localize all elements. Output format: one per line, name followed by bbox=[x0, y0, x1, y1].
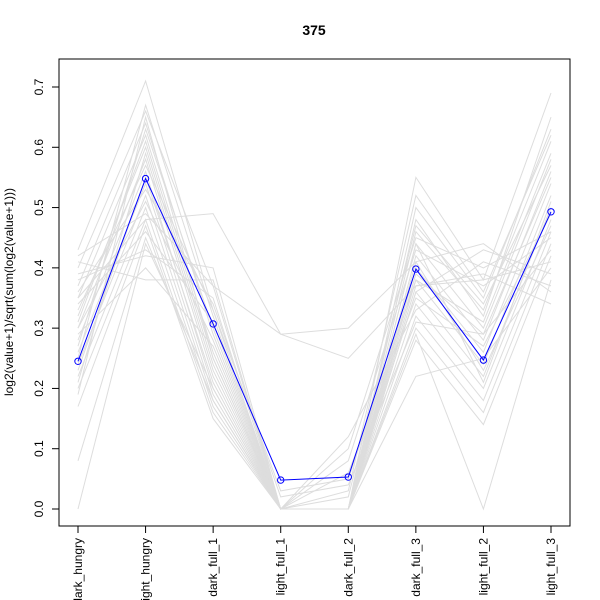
background-series-group bbox=[77, 79, 552, 511]
y-tick-label: 0.7 bbox=[32, 78, 46, 95]
data-point bbox=[141, 174, 150, 183]
y-axis-label: log2(value+1)/sqrt(sum(log2(value+1))) bbox=[2, 188, 16, 396]
background-series-line bbox=[77, 139, 552, 510]
background-series-line bbox=[77, 213, 552, 335]
y-tick-label: 0.5 bbox=[32, 199, 46, 216]
x-tick-label: dark_full_1 bbox=[206, 538, 220, 597]
y-tick-label: 0.4 bbox=[32, 259, 46, 276]
plot-area bbox=[74, 79, 555, 511]
background-series-line bbox=[77, 249, 552, 510]
highlight-series-group bbox=[74, 174, 555, 484]
x-tick-label: light_full_1 bbox=[274, 538, 288, 596]
data-point bbox=[74, 357, 82, 365]
x-tick-label: light_full_3 bbox=[544, 538, 558, 596]
y-tick-label: 0.0 bbox=[32, 500, 46, 517]
background-series-line bbox=[77, 177, 552, 498]
y-tick-label: 0.2 bbox=[32, 380, 46, 397]
x-tick-label: dark_full_2 bbox=[341, 538, 355, 597]
x-tick-label: light_hungry bbox=[139, 538, 153, 600]
series-line bbox=[77, 177, 552, 481]
data-point bbox=[277, 476, 285, 484]
x-tick-label: dark_hungry bbox=[71, 538, 85, 600]
y-axis: 0.0 0.1 0.2 0.3 0.4 0.5 0.6 0.7 bbox=[32, 78, 60, 517]
data-point bbox=[479, 356, 488, 364]
data-point bbox=[209, 320, 217, 328]
y-tick-label: 0.6 bbox=[32, 139, 46, 156]
data-point bbox=[547, 208, 555, 216]
y-tick-label: 0.1 bbox=[32, 440, 46, 457]
x-tick-label: light_full_2 bbox=[476, 538, 490, 596]
y-tick-label: 0.3 bbox=[32, 319, 46, 336]
data-point bbox=[412, 265, 420, 273]
x-tick-label: dark_full_3 bbox=[409, 538, 423, 597]
x-axis: dark_hungry light_hungry dark_full_1 light_… bbox=[71, 525, 558, 600]
background-series-line bbox=[77, 127, 552, 510]
data-point bbox=[344, 473, 352, 481]
chart-title: 375 bbox=[302, 22, 326, 38]
